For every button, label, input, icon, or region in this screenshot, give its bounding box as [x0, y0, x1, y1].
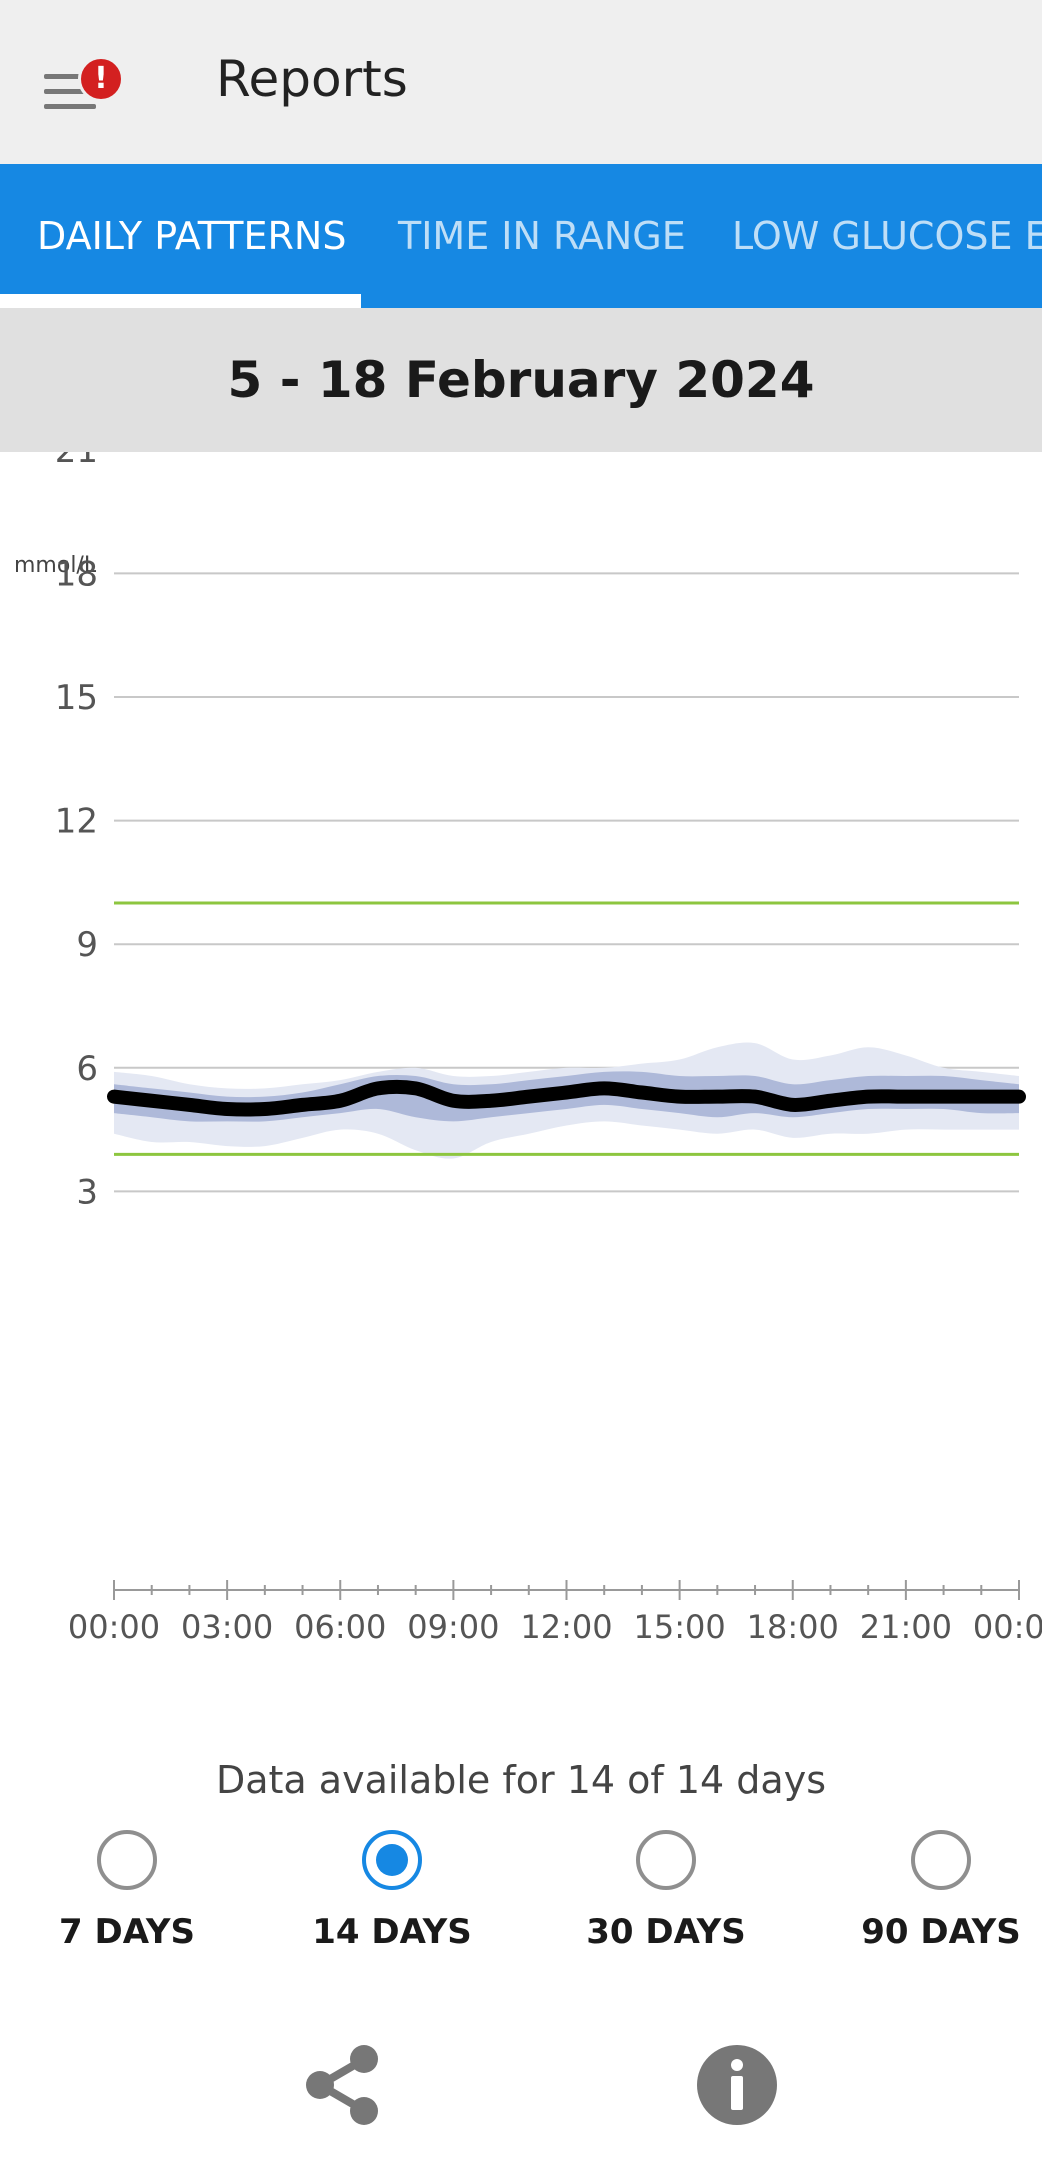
x-tick-label-1: 03:00 [181, 1608, 273, 1646]
alert-badge: ! [78, 56, 124, 102]
range-option-90-days[interactable]: 90 DAYS [831, 1830, 1042, 1960]
x-tick-label-4: 12:00 [520, 1608, 612, 1646]
tab-daily-patterns[interactable]: DAILY PATTERNS [37, 214, 347, 258]
range-label-14-days: 14 DAYS [312, 1912, 472, 1952]
x-tick-label-3: 09:00 [407, 1608, 499, 1646]
menu-button[interactable]: ! [40, 56, 126, 120]
x-tick-label-0: 00:00 [68, 1608, 160, 1646]
active-tab-indicator [0, 294, 361, 308]
share-icon [306, 2045, 378, 2125]
x-tick-label-6: 18:00 [747, 1608, 839, 1646]
info-button[interactable] [692, 2040, 782, 2130]
y-tick-label-12: 12 [55, 802, 98, 842]
y-tick-label-6: 6 [76, 1049, 98, 1089]
tab-time-in-range[interactable]: TIME IN RANGE [398, 214, 686, 258]
range-label-7-days: 7 DAYS [59, 1912, 195, 1952]
y-tick-label-21: 21 [55, 452, 98, 471]
radio-30-days[interactable] [636, 1830, 696, 1890]
x-tick-label-7: 21:00 [860, 1608, 952, 1646]
data-availability-text: Data available for 14 of 14 days [215, 1758, 826, 1802]
y-tick-label-3: 3 [76, 1172, 98, 1212]
range-label-90-days: 90 DAYS [861, 1912, 1021, 1952]
range-option-30-days[interactable]: 30 DAYS [556, 1830, 776, 1960]
info-icon [697, 2045, 777, 2125]
report-tabs: DAILY PATTERNS TIME IN RANGE LOW GLUCOSE… [0, 164, 1042, 308]
y-tick-label-18: 18 [55, 554, 98, 594]
top-app-bar: ! Reports [0, 0, 1042, 164]
tab-low-glucose-events[interactable]: LOW GLUCOSE EVENTS [732, 214, 1042, 258]
range-label-30-days: 30 DAYS [586, 1912, 746, 1952]
radio-7-days[interactable] [97, 1830, 157, 1890]
range-option-14-days[interactable]: 14 DAYS [282, 1830, 502, 1960]
median-glucose-line [107, 1079, 1026, 1117]
daily-patterns-chart: mmol/L 3 6 9 12 15 18 21 00:00 03:00 06:00 09:00 12:… [14, 452, 1042, 1646]
x-tick-label-8: 00:00 [973, 1608, 1042, 1646]
share-button[interactable] [298, 2040, 388, 2130]
range-option-7-days[interactable]: 7 DAYS [17, 1830, 237, 1960]
y-tick-label-9: 9 [76, 925, 98, 965]
radio-14-days[interactable] [362, 1830, 422, 1890]
date-range-header: 5 - 18 February 2024 [0, 308, 1042, 452]
x-tick-label-2: 06:00 [294, 1608, 386, 1646]
y-axis-unit-label: mmol/L [14, 553, 97, 578]
x-tick-label-5: 15:00 [634, 1608, 726, 1646]
radio-90-days[interactable] [911, 1830, 971, 1890]
hamburger-menu-icon [44, 74, 96, 114]
page-title: Reports [216, 50, 408, 108]
y-tick-label-15: 15 [55, 678, 98, 718]
